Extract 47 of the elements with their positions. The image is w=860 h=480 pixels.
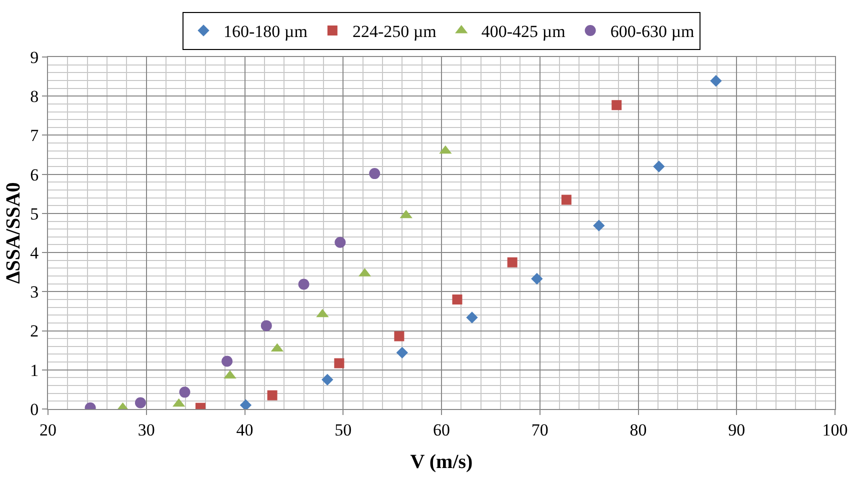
point [561,194,572,205]
point [710,75,722,87]
point [653,160,665,172]
y-tick-label: 5 [30,204,39,224]
x-tick-label: 100 [822,420,848,440]
legend-label: 600-630 µm [610,22,694,42]
point [396,346,408,359]
point [612,100,622,110]
x-tick-label: 30 [138,420,155,440]
point [322,374,334,386]
point [267,390,278,400]
legend-label: 160-180 µm [224,22,308,42]
y-axis-title: ΔSSA/SSA0 [2,182,25,284]
x-axis-title: V (m/s) [410,450,473,473]
point [466,312,478,324]
y-tick-label: 4 [30,244,40,263]
x-tick-label: 40 [236,420,254,440]
point [179,386,190,398]
point [334,236,346,248]
y-tick-label: 1 [30,360,39,380]
y-tick-label: 7 [30,126,40,146]
point [531,272,543,285]
point [134,397,146,408]
point [452,294,462,304]
y-tick-label: 9 [30,48,39,67]
x-tick-label: 50 [334,420,352,440]
y-tick-label: 6 [30,165,39,184]
x-tick-label: 60 [433,420,450,440]
x-tick-label: 20 [40,420,56,440]
y-tick-label: 3 [30,282,39,302]
point [298,278,310,290]
x-tick-label: 80 [630,420,647,440]
x-tick-label: 90 [728,420,746,440]
point [593,220,605,232]
point [369,168,380,180]
point [222,356,233,367]
x-tick-label: 70 [531,420,548,440]
legend-label: 224-250 µm [352,22,436,42]
point [240,399,252,409]
point [507,257,518,268]
y-tick-label: 2 [30,322,39,341]
point [394,331,404,342]
point [334,358,344,368]
point [260,320,272,332]
y-tick-label: 8 [30,87,39,106]
y-tick-label: 0 [30,400,39,419]
legend-label: 400-425 µm [481,22,566,42]
